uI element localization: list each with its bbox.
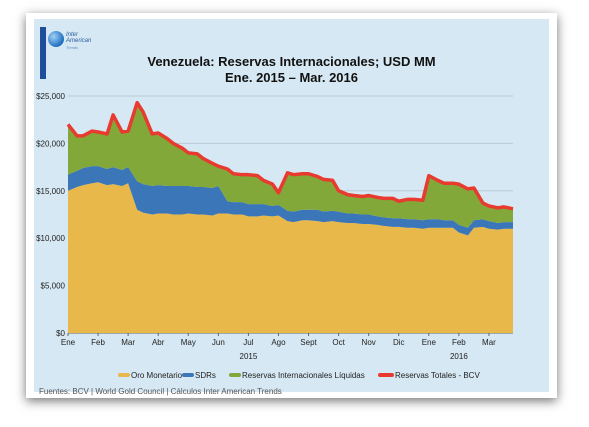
y-tick-label: $25,000 <box>36 92 65 101</box>
x-tick-label: Jun <box>212 338 225 347</box>
inter-american-trends-logo: Inter American Trends <box>40 27 116 79</box>
area-series <box>68 166 513 236</box>
globe-icon <box>48 31 64 47</box>
x-tick-label: Nov <box>362 338 376 347</box>
logo-text-line1: Inter <box>66 32 79 38</box>
x-tick-label: Ago <box>271 338 286 347</box>
legend-label: Reservas Totales - BCV <box>395 371 480 380</box>
area-chart: $0 $5,000 $10,000 $15,000 $20,000 $25,000 Ene F… <box>36 92 514 361</box>
logo-bar <box>40 27 46 79</box>
year-label: 2016 <box>450 352 468 361</box>
x-tick-label: Dic <box>393 338 405 347</box>
area-series <box>68 182 513 333</box>
y-tick-label: $20,000 <box>36 139 65 148</box>
x-tick-label: Feb <box>91 338 105 347</box>
x-tick-label: Mar <box>121 338 135 347</box>
legend-swatch <box>118 373 130 377</box>
y-tick-label: $10,000 <box>36 234 65 243</box>
legend-label: Oro Monetario <box>131 371 183 380</box>
x-tick-label: Sept <box>300 338 317 347</box>
x-tick-label: Mar <box>482 338 496 347</box>
x-tick-label: Ene <box>422 338 437 347</box>
chart-title: Venezuela: Reservas Internacionales; USD… <box>147 54 436 69</box>
legend-swatch <box>229 373 241 377</box>
legend-swatch <box>378 373 394 377</box>
chart-card: Inter American Trends Venezuela: Reserva… <box>26 13 557 398</box>
logo-text-line2: American <box>66 38 92 44</box>
y-tick-label: $15,000 <box>36 187 65 196</box>
total-reserves-line <box>66 100 514 211</box>
legend-swatch <box>182 373 194 377</box>
chart-legend: Oro Monetario SDRs Reservas Internacionale… <box>26 371 557 383</box>
legend-label: Reservas Internacionales Líquidas <box>242 371 365 380</box>
legend-label: SDRs <box>195 371 216 380</box>
x-tick-label: May <box>181 338 196 347</box>
x-tick-label: Ene <box>61 338 76 347</box>
area-series <box>68 102 513 228</box>
x-tick-label: Abr <box>152 338 165 347</box>
chart-subtitle: Ene. 2015 – Mar. 2016 <box>225 70 358 85</box>
x-tick-label: Oct <box>332 338 345 347</box>
source-note: Fuentes: BCV | World Gold Council | Cálc… <box>39 387 282 396</box>
year-label: 2015 <box>240 352 258 361</box>
x-tick-label: Feb <box>452 338 466 347</box>
x-tick-label: Jul <box>243 338 253 347</box>
y-tick-label: $5,000 <box>41 282 66 291</box>
logo-text-line3: Trends <box>66 45 79 50</box>
y-tick-label: $0 <box>56 329 65 338</box>
